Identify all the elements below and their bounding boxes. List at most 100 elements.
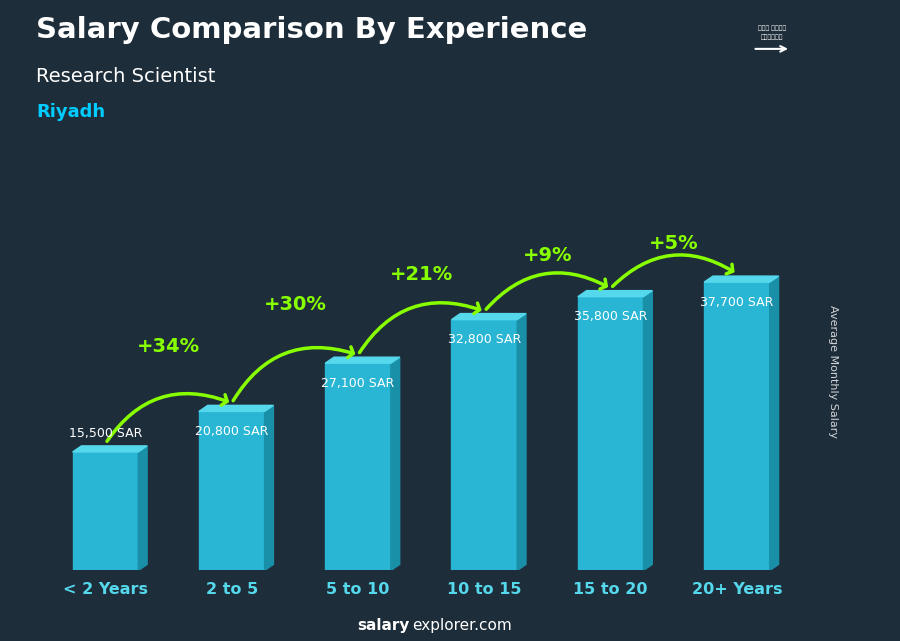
- Bar: [0, 423, 900, 429]
- Bar: [0, 173, 900, 179]
- Polygon shape: [325, 357, 400, 363]
- Bar: [0, 231, 900, 237]
- Text: Salary Comparison By Experience: Salary Comparison By Experience: [36, 16, 587, 44]
- Bar: [578, 297, 644, 570]
- Bar: [0, 276, 900, 282]
- Bar: [0, 442, 900, 449]
- Bar: [0, 353, 900, 359]
- Bar: [0, 71, 900, 77]
- Bar: [0, 628, 900, 635]
- Bar: [0, 135, 900, 141]
- Bar: [0, 590, 900, 596]
- Bar: [0, 96, 900, 103]
- Text: 37,700 SAR: 37,700 SAR: [700, 296, 774, 309]
- Bar: [0, 13, 900, 19]
- Bar: [0, 167, 900, 173]
- Text: +21%: +21%: [390, 265, 453, 284]
- Bar: [0, 6, 900, 13]
- Polygon shape: [391, 357, 400, 570]
- Bar: [0, 500, 900, 506]
- Bar: [0, 0, 900, 6]
- Bar: [0, 359, 900, 365]
- Bar: [0, 237, 900, 244]
- Text: +34%: +34%: [137, 337, 200, 356]
- Bar: [0, 468, 900, 474]
- Bar: [0, 615, 900, 622]
- Bar: [0, 301, 900, 308]
- Bar: [0, 320, 900, 327]
- Bar: [0, 115, 900, 122]
- Bar: [0, 494, 900, 500]
- Polygon shape: [644, 290, 652, 570]
- Text: 27,100 SAR: 27,100 SAR: [321, 377, 395, 390]
- Bar: [0, 26, 900, 32]
- Bar: [0, 128, 900, 135]
- Bar: [0, 282, 900, 288]
- Bar: [0, 160, 900, 167]
- Bar: [0, 308, 900, 314]
- Bar: [0, 263, 900, 269]
- Bar: [0, 224, 900, 231]
- Bar: [0, 51, 900, 58]
- Bar: [0, 109, 900, 115]
- Bar: [0, 19, 900, 26]
- Bar: [0, 519, 900, 526]
- Bar: [0, 570, 900, 577]
- Bar: [0, 378, 900, 385]
- Bar: [0, 622, 900, 628]
- Bar: [0, 83, 900, 90]
- Text: Average Monthly Salary: Average Monthly Salary: [827, 305, 838, 438]
- Bar: [0, 372, 900, 378]
- Text: explorer.com: explorer.com: [412, 619, 512, 633]
- Bar: [0, 141, 900, 147]
- Bar: [0, 526, 900, 532]
- Bar: [0, 250, 900, 256]
- Bar: [0, 487, 900, 494]
- Bar: [73, 452, 139, 570]
- Polygon shape: [704, 276, 778, 282]
- Bar: [0, 455, 900, 462]
- Text: +30%: +30%: [264, 296, 327, 314]
- Bar: [0, 199, 900, 205]
- Bar: [0, 340, 900, 346]
- Bar: [0, 192, 900, 199]
- Polygon shape: [518, 313, 526, 570]
- Bar: [0, 391, 900, 397]
- Bar: [0, 551, 900, 558]
- Polygon shape: [199, 405, 274, 412]
- Polygon shape: [452, 313, 526, 320]
- Bar: [0, 288, 900, 295]
- Bar: [0, 596, 900, 603]
- Text: +9%: +9%: [523, 246, 572, 265]
- Bar: [0, 538, 900, 545]
- Bar: [0, 397, 900, 404]
- Bar: [0, 90, 900, 96]
- Text: 35,800 SAR: 35,800 SAR: [574, 310, 647, 324]
- Bar: [0, 583, 900, 590]
- Polygon shape: [265, 405, 274, 570]
- Bar: [0, 513, 900, 519]
- Bar: [0, 564, 900, 570]
- Bar: [0, 327, 900, 333]
- Bar: [0, 205, 900, 212]
- Bar: [0, 154, 900, 160]
- Bar: [0, 77, 900, 83]
- Bar: [0, 545, 900, 551]
- Bar: [0, 45, 900, 51]
- Bar: [0, 365, 900, 372]
- Bar: [0, 179, 900, 186]
- Bar: [0, 122, 900, 128]
- Polygon shape: [73, 446, 147, 452]
- Polygon shape: [578, 290, 652, 297]
- Bar: [0, 532, 900, 538]
- Bar: [0, 436, 900, 442]
- Bar: [0, 635, 900, 641]
- Bar: [0, 410, 900, 417]
- Polygon shape: [139, 446, 147, 570]
- Bar: [0, 417, 900, 423]
- Bar: [0, 462, 900, 468]
- Bar: [0, 64, 900, 71]
- Text: بسم الله: بسم الله: [758, 26, 786, 31]
- Bar: [0, 244, 900, 250]
- Text: 32,800 SAR: 32,800 SAR: [447, 333, 521, 346]
